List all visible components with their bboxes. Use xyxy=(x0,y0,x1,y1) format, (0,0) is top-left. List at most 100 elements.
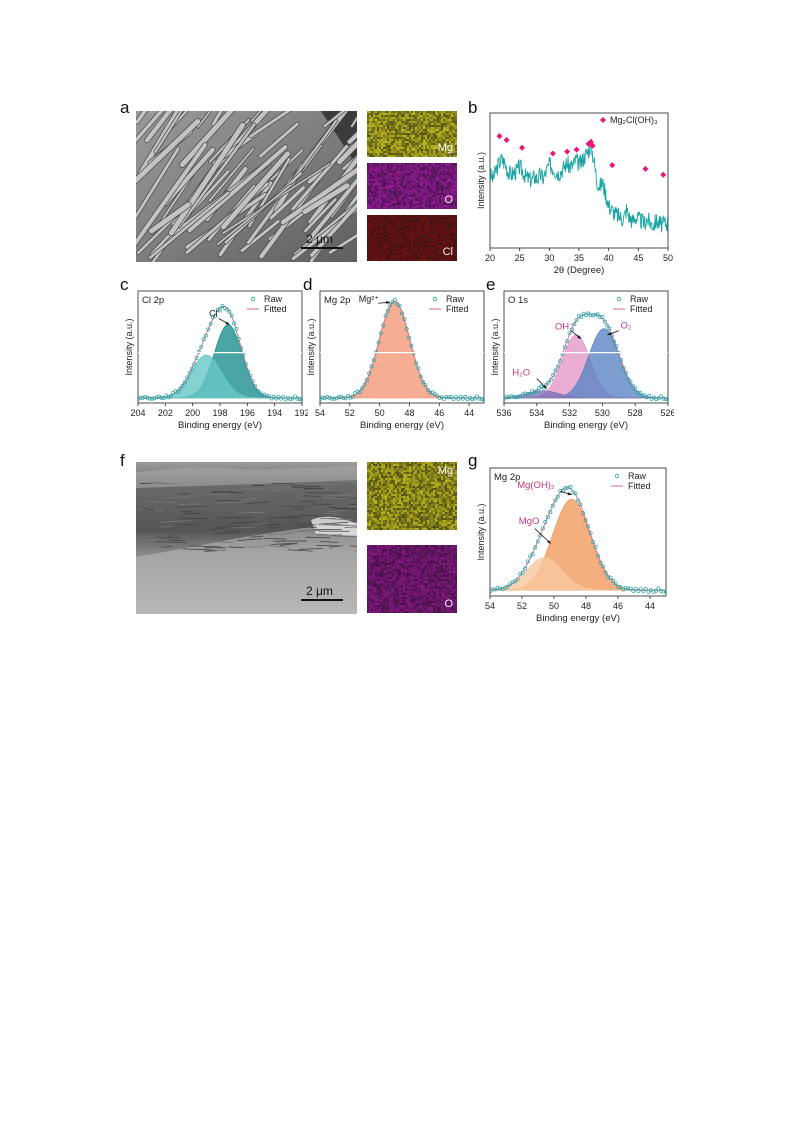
raw-data-point xyxy=(520,392,525,397)
raw-data-point xyxy=(520,570,525,575)
raw-data-point xyxy=(548,510,553,514)
raw-data-point xyxy=(409,343,414,348)
annotation-o2: O₂ xyxy=(620,321,631,332)
eds-map-label: O xyxy=(444,598,453,610)
legend-fit-label: Fitted xyxy=(628,481,651,491)
raw-data-point xyxy=(498,586,503,591)
raw-data-point xyxy=(154,395,159,400)
raw-data-point xyxy=(229,313,234,318)
panel-label-e: e xyxy=(486,275,496,294)
raw-data-point xyxy=(325,395,329,399)
eds-map-cl-a: Cl xyxy=(367,215,457,261)
raw-data-point xyxy=(631,589,636,593)
raw-data-point xyxy=(523,566,528,571)
legend-raw-marker xyxy=(250,296,256,302)
raw-data-point xyxy=(367,371,372,376)
raw-data-point xyxy=(609,333,614,338)
raw-data-point xyxy=(583,518,588,523)
x-tick-label: 48 xyxy=(404,408,414,418)
peak-marker xyxy=(609,162,616,169)
raw-data-point xyxy=(555,494,560,499)
raw-data-point xyxy=(385,308,390,313)
xps-chart-mg2p: 54 52 50 48 46 44 Binding energy (eV) Intensity… xyxy=(306,290,485,431)
legend-raw-label: Raw xyxy=(264,294,283,304)
peak-marker xyxy=(660,171,667,178)
raw-data-point xyxy=(612,339,617,344)
raw-data-point xyxy=(267,394,272,399)
raw-data-point xyxy=(355,389,360,394)
raw-data-point xyxy=(653,588,658,593)
x-tick-label: 44 xyxy=(645,601,655,611)
raw-data-point xyxy=(535,539,540,544)
xrd-pattern-line xyxy=(489,138,668,233)
raw-data-point xyxy=(647,393,652,398)
raw-data-point xyxy=(166,395,171,400)
raw-data-point xyxy=(588,313,593,318)
annotation-h2o: H₂O xyxy=(512,368,530,379)
panel-title: Cl 2p xyxy=(142,295,164,306)
raw-data-point xyxy=(516,394,521,399)
raw-data-point xyxy=(573,491,578,496)
fit-component-area xyxy=(504,328,668,399)
raw-data-point xyxy=(603,570,608,575)
annotation-mgo: MgO xyxy=(519,516,540,527)
raw-data-point xyxy=(402,317,407,321)
raw-data-point xyxy=(656,396,661,401)
raw-data-point xyxy=(234,326,239,331)
raw-data-point xyxy=(477,396,482,401)
scalebar-label-a: 2 μm xyxy=(306,232,333,246)
raw-data-point xyxy=(145,395,150,400)
raw-data-point xyxy=(558,489,563,493)
raw-data-point xyxy=(633,386,638,391)
annotation-oh: OH⁻ xyxy=(555,322,574,333)
raw-data-point xyxy=(147,396,152,401)
raw-data-point xyxy=(336,395,341,400)
raw-data-point xyxy=(442,396,447,401)
raw-data-point xyxy=(523,391,528,396)
raw-data-point xyxy=(565,485,570,490)
raw-data-point xyxy=(236,337,241,341)
raw-data-point xyxy=(364,378,369,382)
raw-data-point xyxy=(563,486,568,491)
raw-data-point xyxy=(578,502,583,507)
panel-label-d: d xyxy=(303,275,313,294)
raw-data-point xyxy=(636,589,641,593)
y-axis-label: Intensity (a.u.) xyxy=(476,152,486,209)
plot-frame xyxy=(319,290,485,404)
raw-data-point xyxy=(201,337,206,342)
raw-data-point xyxy=(490,587,495,592)
raw-data-point xyxy=(339,394,344,399)
eds-map-o-f: O xyxy=(367,545,457,613)
raw-data-point xyxy=(350,394,355,399)
legend-raw-label: Raw xyxy=(630,294,649,304)
fit-component-area xyxy=(490,498,666,591)
x-tick-label: 52 xyxy=(517,601,527,611)
raw-data-point xyxy=(656,586,661,591)
xps-chart-o1s: 536 534 532 530 528 526 Binding energy (eV) Int… xyxy=(490,290,674,431)
raw-data-point xyxy=(607,326,612,331)
raw-data-point xyxy=(192,362,197,367)
raw-data-point xyxy=(661,396,666,401)
legend-fit-label: Fitted xyxy=(630,304,653,314)
raw-data-point xyxy=(357,390,362,394)
x-tick-label: 46 xyxy=(434,408,444,418)
raw-data-point xyxy=(640,393,645,398)
x-tick-label: 192 xyxy=(294,408,308,418)
raw-data-point xyxy=(608,575,613,580)
y-axis-label: Intensity (a.u.) xyxy=(476,503,486,560)
raw-data-point xyxy=(581,511,585,515)
raw-data-point xyxy=(606,574,611,579)
raw-data-point xyxy=(140,395,145,400)
xps-chart-mg2p-g: 54 52 50 48 46 44 Binding energy (eV) Intensity… xyxy=(476,467,667,624)
raw-data-point xyxy=(369,364,374,369)
raw-data-point xyxy=(446,395,451,400)
raw-data-point xyxy=(206,327,211,332)
x-tick-label: 52 xyxy=(345,408,355,418)
raw-data-point xyxy=(371,358,376,362)
x-tick-label: 25 xyxy=(515,253,525,263)
raw-data-point xyxy=(400,311,404,316)
raw-data-point xyxy=(611,578,616,583)
raw-data-point xyxy=(295,396,300,401)
legend-raw-label: Raw xyxy=(446,294,465,304)
plot-frame xyxy=(489,467,667,597)
